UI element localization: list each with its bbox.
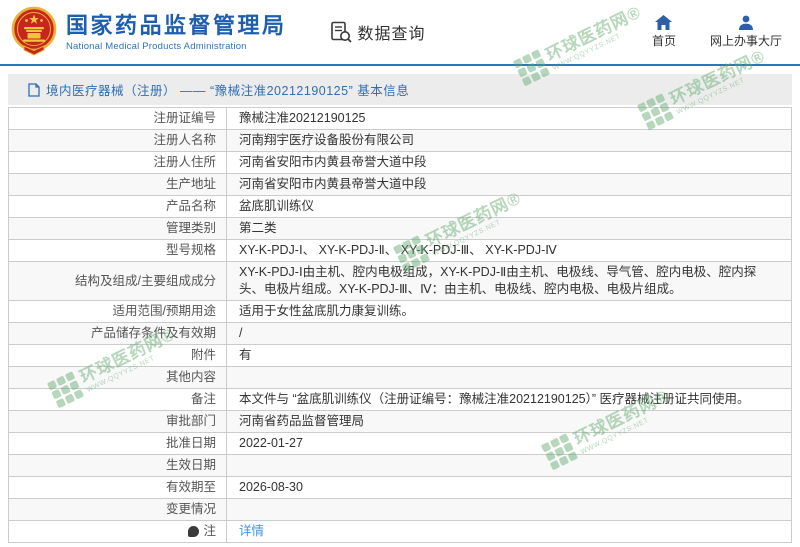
table-row: 注册人住所 河南省安阳市内黄县帝誉大道中段 [9, 151, 791, 173]
row-label: 型号规格 [9, 240, 227, 261]
table-row: 生产地址 河南省安阳市内黄县帝誉大道中段 [9, 173, 791, 195]
row-value: 盆底肌训练仪 [239, 199, 315, 213]
national-emblem-logo [11, 6, 57, 56]
table-row: 产品名称 盆底肌训练仪 [9, 195, 791, 217]
table-row: 管理类别 第二类 [9, 217, 791, 239]
table-row: 型号规格 XY-K-PDJ-Ⅰ、 XY-K-PDJ-Ⅱ、 XY-K-PDJ-Ⅲ、… [9, 239, 791, 261]
row-value: XY-K-PDJ-Ⅰ、 XY-K-PDJ-Ⅱ、 XY-K-PDJ-Ⅲ、 XY-K… [239, 243, 557, 257]
row-label: 变更情况 [9, 499, 227, 520]
row-value: 本文件与 “盆底肌训练仪（注册证编号：豫械注准20212190125）” 医疗器… [239, 392, 750, 406]
home-icon [655, 15, 673, 30]
row-label: 注册人住所 [9, 152, 227, 173]
table-row: 生效日期 [9, 454, 791, 476]
row-label: 生产地址 [9, 174, 227, 195]
row-label: 审批部门 [9, 411, 227, 432]
data-query-label: 数据查询 [357, 26, 426, 43]
row-label: 生效日期 [9, 455, 227, 476]
row-value: 第二类 [239, 221, 277, 235]
row-value: 河南省药品监督管理局 [239, 414, 365, 428]
row-value [227, 367, 791, 388]
row-value: 河南翔宇医疗设备股份有限公司 [239, 133, 415, 147]
table-row: 适用范围/预期用途 适用于女性盆底肌力康复训练。 [9, 300, 791, 322]
row-value: 2022-01-27 [239, 436, 303, 450]
row-value [227, 455, 791, 476]
table-row: 产品储存条件及有效期 / [9, 322, 791, 344]
table-row: 注 详情 [9, 520, 791, 542]
table-row: 其他内容 [9, 366, 791, 388]
person-icon [738, 15, 753, 30]
breadcrumb-bar: 境内医疗器械（注册） —— “豫械注准20212190125” 基本信息 [8, 74, 792, 105]
row-value: 适用于女性盆底肌力康复训练。 [239, 304, 415, 318]
row-label: 注册证编号 [9, 108, 227, 129]
table-row: 结构及组成/主要组成成分 XY-K-PDJ-Ⅰ由主机、腔内电极组成，XY-K-P… [9, 261, 791, 300]
table-row: 附件 有 [9, 344, 791, 366]
nav-service-hall[interactable]: 网上办事大厅 [710, 15, 782, 49]
row-value: / [239, 326, 243, 340]
row-label: 结构及组成/主要组成成分 [9, 262, 227, 300]
site-title: 国家药品监督管理局 [66, 12, 287, 38]
document-search-icon [330, 21, 352, 43]
note-icon [188, 526, 200, 537]
row-label: 其他内容 [9, 367, 227, 388]
table-row: 有效期至 2026-08-30 [9, 476, 791, 498]
row-label: 产品储存条件及有效期 [9, 323, 227, 344]
row-value: 河南省安阳市内黄县帝誉大道中段 [239, 177, 427, 191]
row-label: 注 [9, 521, 227, 542]
row-label: 产品名称 [9, 196, 227, 217]
info-table: 注册证编号 豫械注准20212190125 注册人名称 河南翔宇医疗设备股份有限… [8, 107, 792, 543]
row-value: 2026-08-30 [239, 480, 303, 494]
table-row: 注册证编号 豫械注准20212190125 [9, 107, 791, 129]
row-label: 附件 [9, 345, 227, 366]
row-value: 豫械注准20212190125 [239, 111, 366, 125]
site-title-block: 国家药品监督管理局 National Medical Products Admi… [66, 13, 287, 52]
site-header: 国家药品监督管理局 National Medical Products Admi… [0, 0, 800, 66]
row-label: 批准日期 [9, 433, 227, 454]
row-value: XY-K-PDJ-Ⅰ由主机、腔内电极组成，XY-K-PDJ-Ⅱ由主机、电极线、导… [239, 265, 757, 296]
row-value: 详情 [227, 521, 791, 542]
table-row: 注册人名称 河南翔宇医疗设备股份有限公司 [9, 129, 791, 151]
site-subtitle: National Medical Products Administration [66, 40, 247, 52]
table-row: 批准日期 2022-01-27 [9, 432, 791, 454]
row-label: 适用范围/预期用途 [9, 301, 227, 322]
detail-link[interactable]: 详情 [239, 524, 265, 538]
table-row: 备注 本文件与 “盆底肌训练仪（注册证编号：豫械注准20212190125）” … [9, 388, 791, 410]
row-label: 管理类别 [9, 218, 227, 239]
nav-service-hall-label: 网上办事大厅 [709, 34, 782, 48]
nav-home-label: 首页 [651, 34, 676, 48]
row-value: 有 [239, 348, 252, 362]
row-value: 河南省安阳市内黄县帝誉大道中段 [239, 155, 427, 169]
table-row: 变更情况 [9, 498, 791, 520]
document-icon [28, 82, 40, 97]
table-row: 审批部门 河南省药品监督管理局 [9, 410, 791, 432]
nav-home[interactable]: 首页 [652, 15, 676, 49]
row-label: 备注 [9, 389, 227, 410]
data-query-section[interactable]: 数据查询 [329, 20, 426, 44]
row-value [227, 499, 791, 520]
row-label: 有效期至 [9, 477, 227, 498]
breadcrumb: 境内医疗器械（注册） —— “豫械注准20212190125” 基本信息 [46, 84, 410, 98]
row-label: 注册人名称 [9, 130, 227, 151]
